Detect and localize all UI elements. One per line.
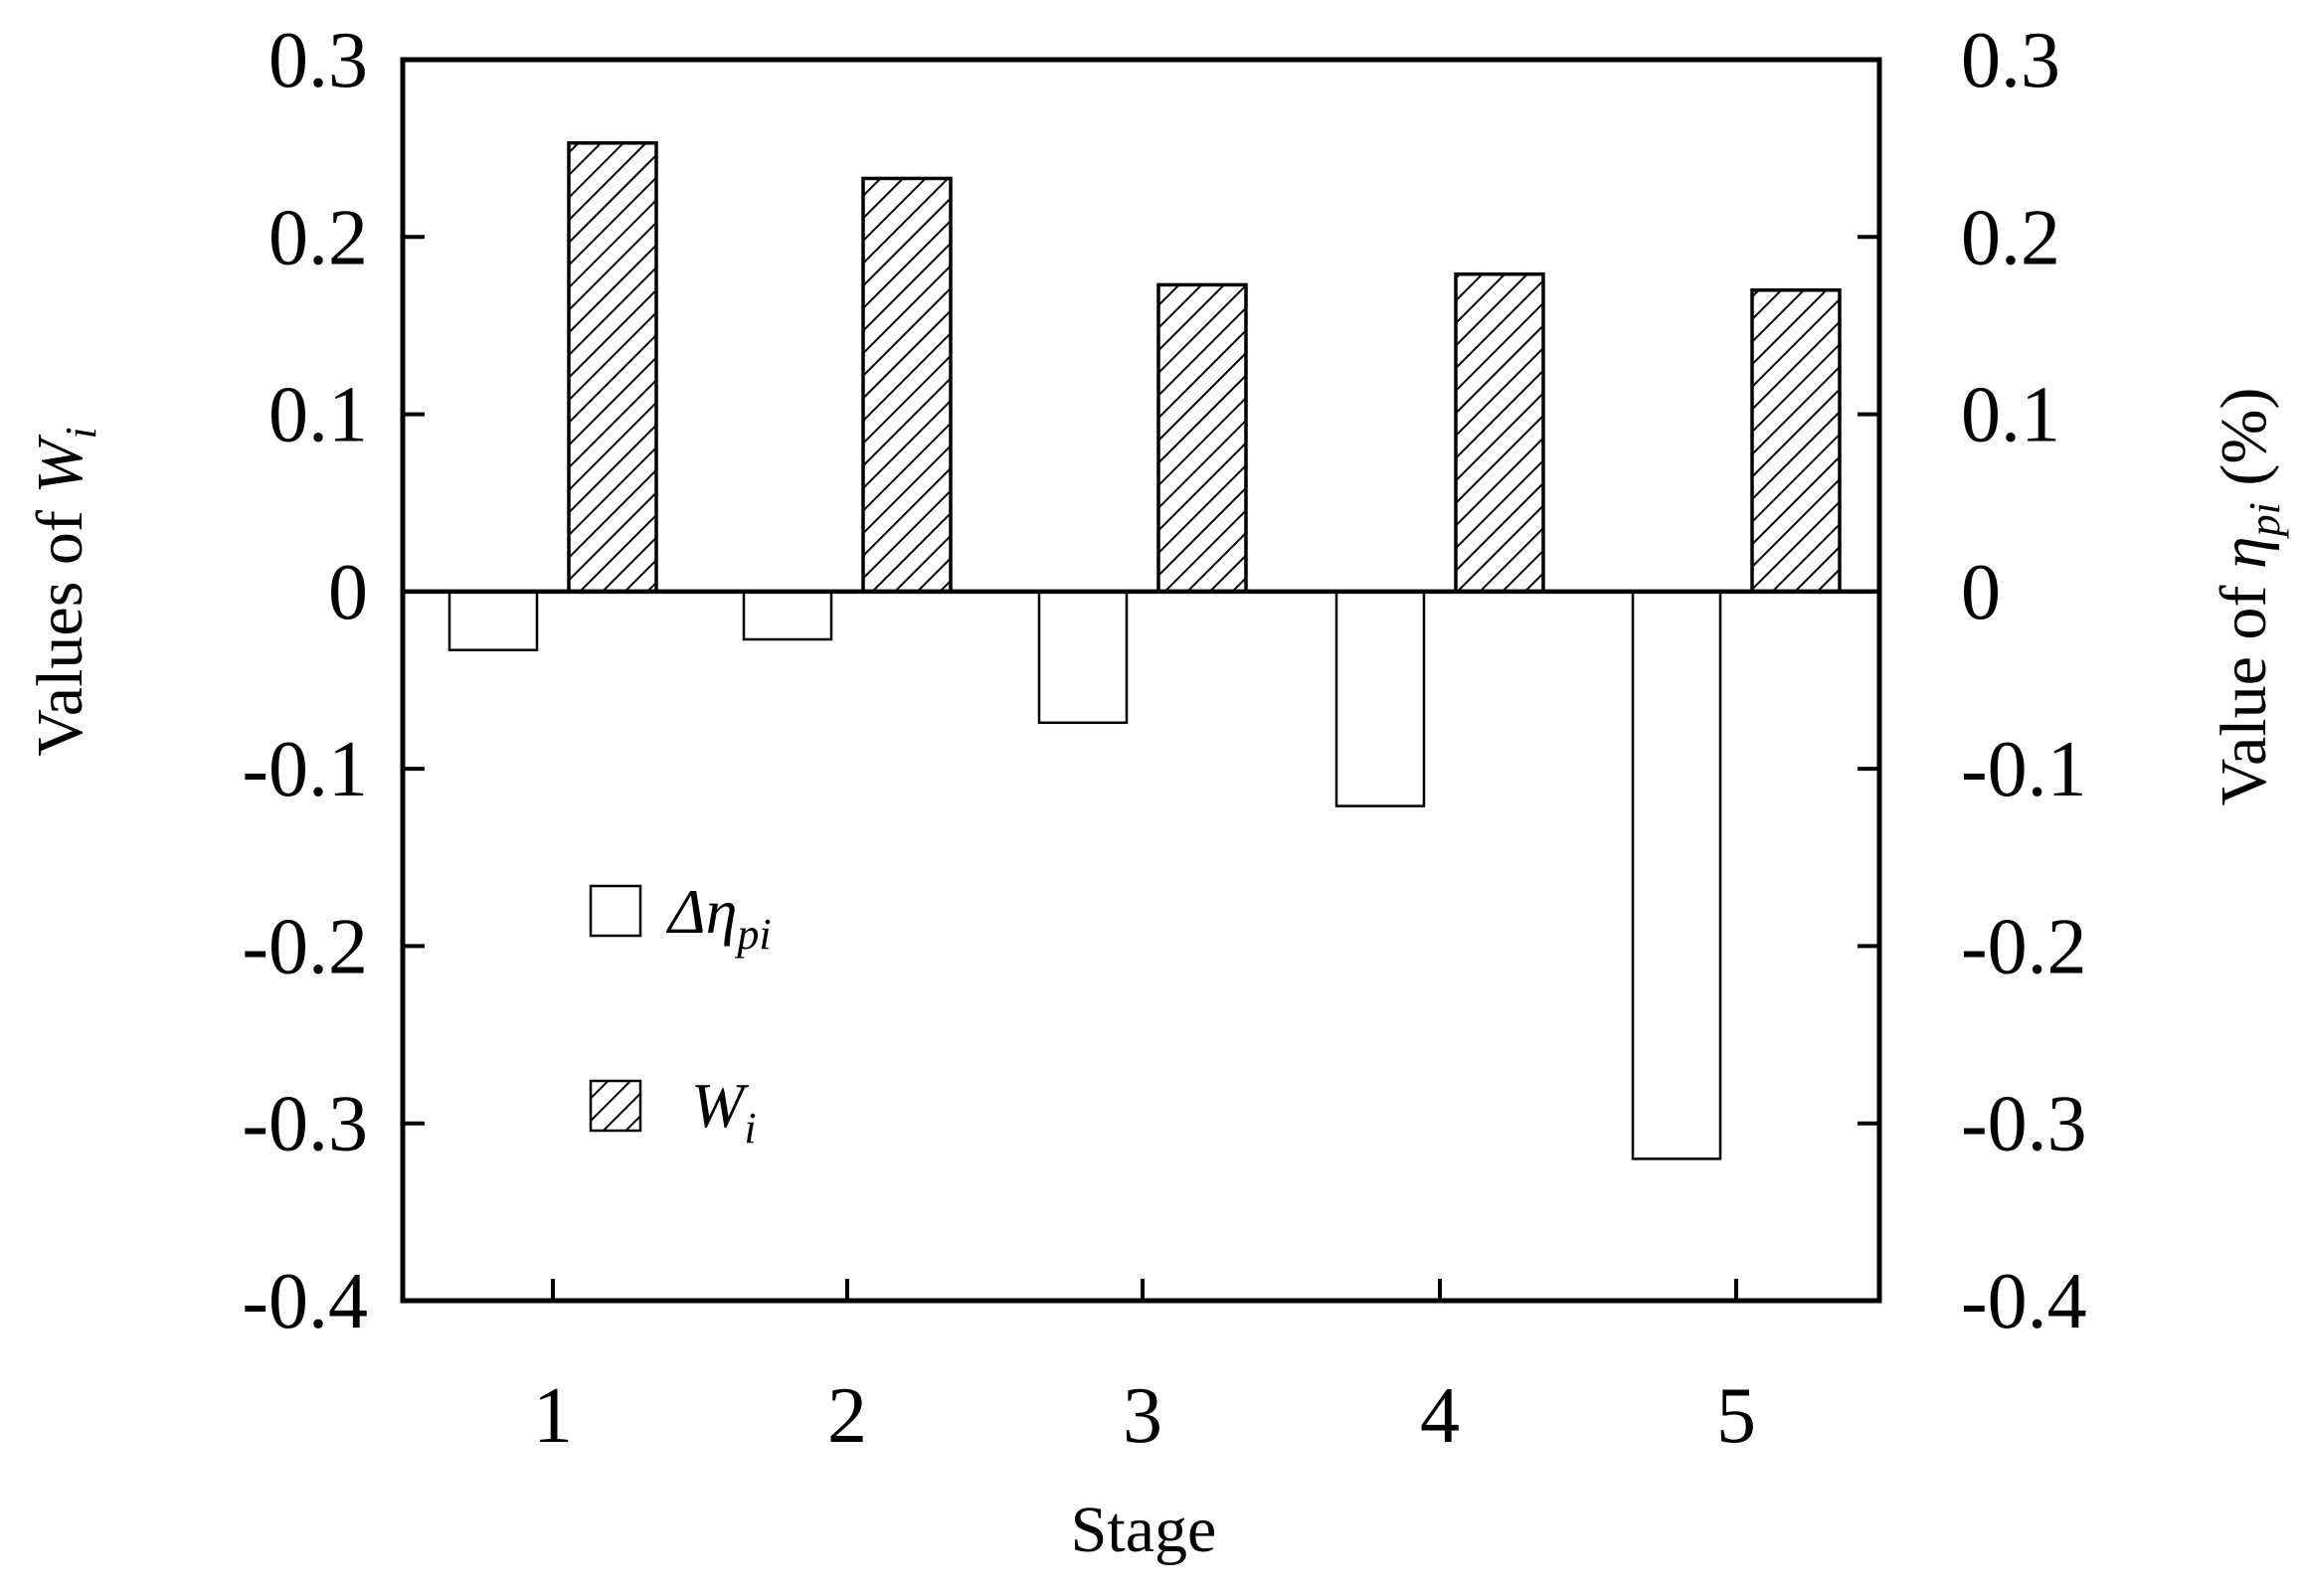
y-axis-title-left: Values of Wi	[24, 427, 105, 756]
ticks-group	[403, 58, 1879, 1303]
y-axis-title-right: Value of ηpi (%)	[2208, 388, 2289, 806]
y-axis-title-left-sub: i	[57, 427, 105, 439]
x-tick-label: 4	[1420, 1372, 1460, 1460]
legend-label-delta-eta: Δηpi	[665, 876, 772, 959]
legend-swatch-delta-eta	[589, 884, 642, 938]
bar-delta-eta-stage-4	[1334, 590, 1426, 807]
bar-w-stage-4	[1454, 271, 1545, 594]
y-tick-label-left: 0.1	[268, 372, 368, 459]
y-axis-title-left-prefix: Values of	[24, 494, 96, 757]
y-tick-label-left: -0.3	[242, 1081, 368, 1168]
y-tick-label-right: 0.1	[1961, 372, 2060, 459]
legend-label-delta-eta-main: Δη	[665, 876, 737, 947]
x-tick-label: 2	[827, 1372, 867, 1460]
y-axis-title-left-symbol: W	[24, 435, 96, 494]
y-tick-label-right: -0.2	[1961, 903, 2087, 990]
bar-w-stage-5	[1750, 288, 1842, 594]
y-tick-label-right: 0	[1961, 549, 2001, 636]
legend: Δηpi Wi	[589, 876, 772, 1153]
y-axis-title-right-sub: pi	[2240, 502, 2289, 539]
y-tick-label-right: 0.3	[1961, 17, 2060, 104]
y-tick-label-right: -0.1	[1961, 726, 2087, 813]
y-tick-label-left: 0.2	[268, 194, 368, 281]
y-tick-label-right: -0.4	[1961, 1258, 2087, 1345]
legend-label-delta-eta-sub: pi	[734, 910, 771, 959]
y-tick-label-right: -0.3	[1961, 1081, 2087, 1168]
x-tick-label: 3	[1123, 1372, 1162, 1460]
legend-label-w-sub: i	[744, 1104, 756, 1153]
bar-delta-eta-stage-1	[447, 590, 539, 651]
y-tick-label-right: 0.2	[1961, 194, 2060, 281]
bar-w-stage-2	[861, 176, 953, 594]
x-axis-title: Stage	[1071, 1494, 1217, 1566]
y-axis-title-right-prefix: Value of	[2208, 569, 2280, 805]
x-tick-label: 5	[1716, 1372, 1756, 1460]
y-tick-label-left: -0.1	[242, 726, 368, 813]
legend-label-w: Wi	[691, 1070, 757, 1153]
bar-delta-eta-stage-3	[1037, 590, 1129, 725]
y-tick-label-left: -0.4	[242, 1258, 368, 1345]
bars-group	[447, 141, 1842, 1160]
y-axis-title-right-symbol: η	[2208, 536, 2280, 569]
legend-label-w-main: W	[691, 1070, 750, 1141]
tick-labels-group: -0.4 -0.4 -0.3 -0.3 -0.2 -0.2 -0.1 -0.1 0 0 0.1 0.1…	[242, 17, 2086, 1460]
y-tick-label-left: -0.2	[242, 903, 368, 990]
x-tick-label: 1	[533, 1372, 573, 1460]
bar-w-stage-3	[1156, 282, 1248, 594]
y-tick-label-left: 0	[328, 549, 368, 636]
y-axis-title-right-suffix: (%)	[2208, 388, 2280, 502]
y-tick-label-left: 0.3	[268, 17, 368, 104]
legend-swatch-w	[589, 1079, 642, 1133]
bar-delta-eta-stage-5	[1631, 590, 1722, 1160]
bar-delta-eta-stage-2	[742, 590, 833, 641]
bar-w-stage-1	[567, 141, 658, 594]
